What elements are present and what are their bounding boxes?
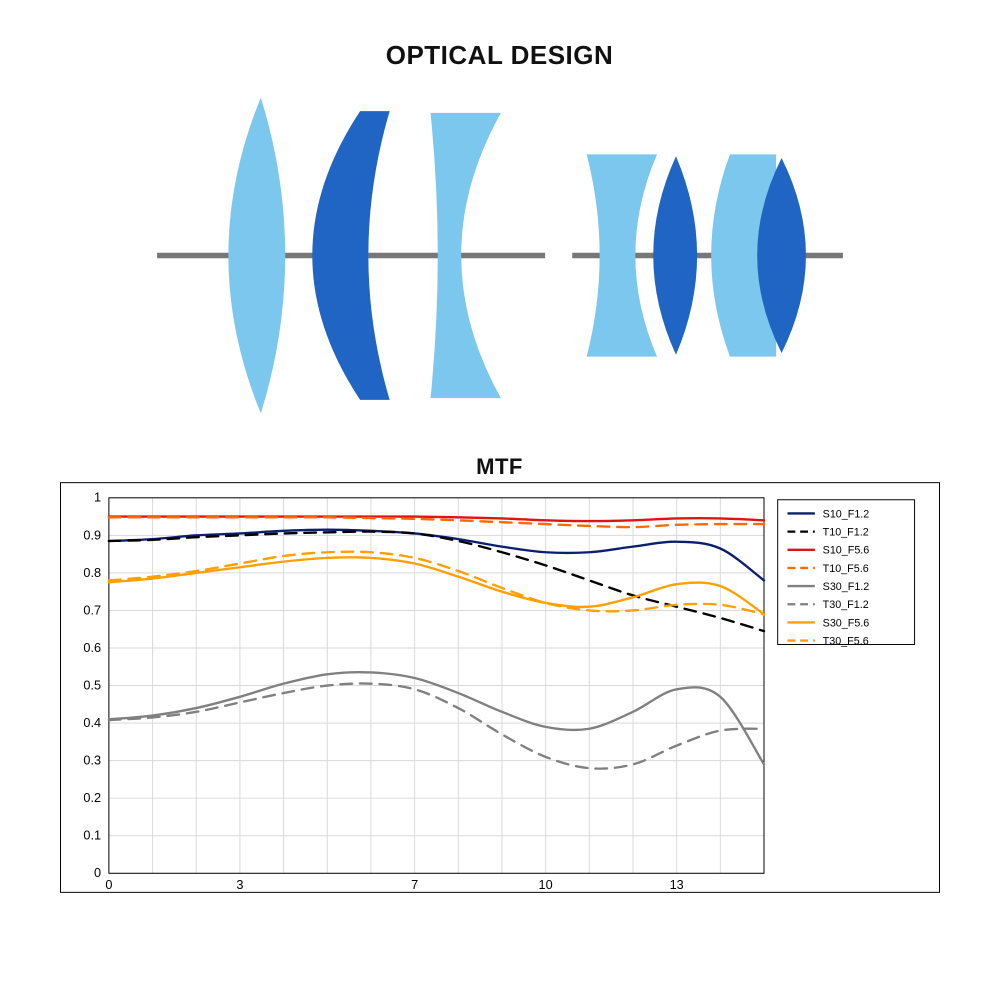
svg-text:0.5: 0.5: [83, 677, 101, 692]
svg-text:0.9: 0.9: [83, 527, 101, 542]
svg-text:0.3: 0.3: [83, 753, 101, 768]
svg-text:0: 0: [105, 877, 112, 892]
svg-text:S10_F5.6: S10_F5.6: [822, 545, 869, 557]
svg-text:S30_F5.6: S30_F5.6: [822, 617, 869, 629]
svg-text:0.1: 0.1: [83, 828, 101, 843]
svg-text:S10_F1.2: S10_F1.2: [822, 508, 869, 520]
svg-text:T10_F5.6: T10_F5.6: [822, 563, 868, 575]
svg-text:13: 13: [669, 877, 683, 892]
svg-text:0.8: 0.8: [83, 565, 101, 580]
svg-text:S30_F1.2: S30_F1.2: [822, 581, 869, 593]
svg-text:0.7: 0.7: [83, 602, 101, 617]
svg-text:T30_F5.6: T30_F5.6: [822, 635, 868, 647]
svg-text:7: 7: [411, 877, 418, 892]
svg-text:10: 10: [538, 877, 552, 892]
svg-text:0.2: 0.2: [83, 790, 101, 805]
mtf-chart: 00.10.20.30.40.50.60.70.80.910371013S10_…: [40, 482, 959, 893]
svg-text:0: 0: [93, 865, 100, 880]
optical-svg: [130, 75, 870, 436]
svg-text:1: 1: [93, 490, 100, 505]
svg-text:T30_F1.2: T30_F1.2: [822, 599, 868, 611]
mtf-title: MTF: [40, 454, 959, 480]
svg-text:T10_F1.2: T10_F1.2: [822, 527, 868, 539]
svg-text:0.6: 0.6: [83, 640, 101, 655]
optical-diagram: [40, 75, 959, 436]
mtf-svg: 00.10.20.30.40.50.60.70.80.910371013S10_…: [60, 482, 940, 893]
svg-text:3: 3: [236, 877, 243, 892]
svg-text:0.4: 0.4: [83, 715, 101, 730]
optical-design-title: OPTICAL DESIGN: [40, 40, 959, 71]
